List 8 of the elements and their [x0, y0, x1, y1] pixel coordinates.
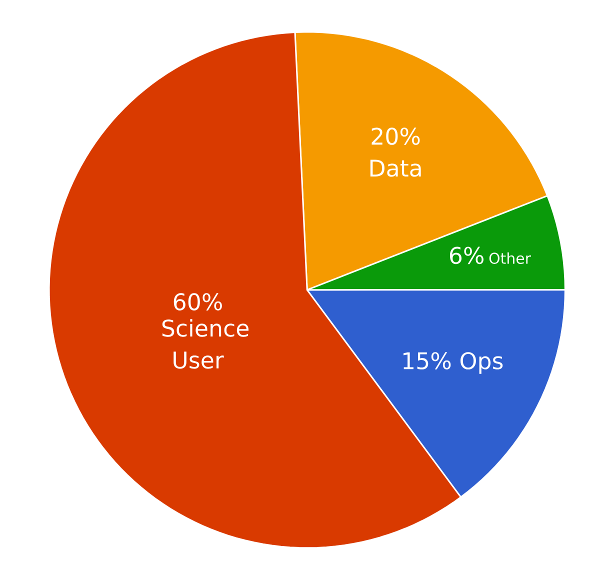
- slice-label: Other: [489, 252, 531, 264]
- slice-label: Ops: [460, 352, 503, 374]
- data-label: 60%: [174, 293, 222, 310]
- data-label: 6%: [450, 246, 484, 264]
- data-label: 15%: [404, 352, 451, 370]
- slice-label: Data: [370, 160, 421, 177]
- data-label: 20%: [372, 128, 420, 145]
- slice-label: Science User: [162, 319, 249, 369]
